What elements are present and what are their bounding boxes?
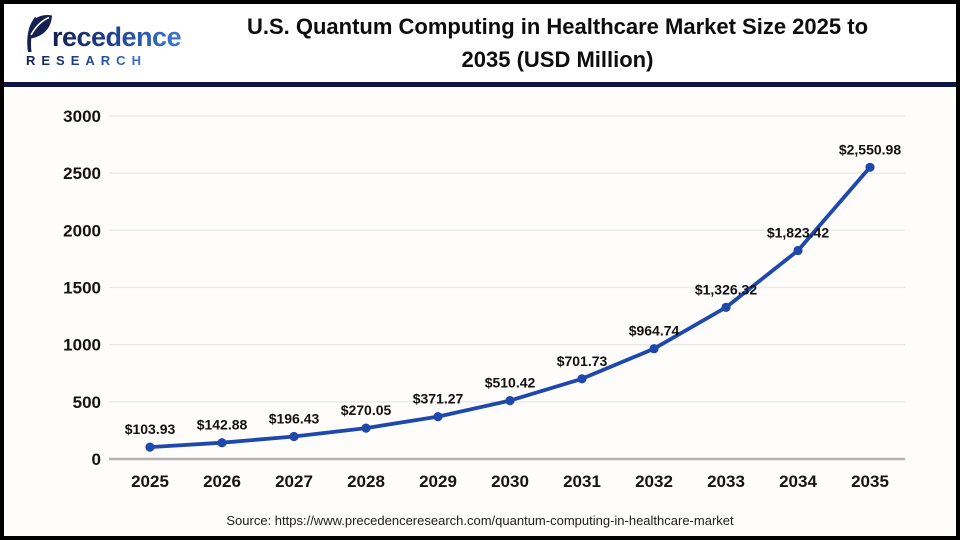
x-axis-tick-label: 2032 bbox=[635, 472, 673, 491]
x-axis-tick-label: 2025 bbox=[131, 472, 169, 491]
precedence-research-logo-icon: recedence RESEARCH bbox=[26, 14, 182, 68]
logo-brand-text: recedence bbox=[52, 22, 182, 52]
data-point-label: $2,550.98 bbox=[839, 141, 901, 157]
x-axis-tick-label: 2029 bbox=[419, 472, 457, 491]
brand-logo: recedence RESEARCH bbox=[4, 12, 189, 75]
header-divider-rule bbox=[4, 82, 956, 87]
data-point-label: $103.93 bbox=[125, 421, 176, 437]
chart-title-line2: 2035 (USD Million) bbox=[461, 47, 654, 72]
data-point bbox=[793, 245, 803, 256]
x-axis-tick-label: 2027 bbox=[275, 472, 313, 491]
x-axis-tick-label: 2028 bbox=[347, 472, 385, 491]
data-point bbox=[721, 302, 731, 312]
data-point-label: $371.27 bbox=[413, 391, 464, 407]
y-axis-tick-label: 1500 bbox=[63, 279, 101, 298]
data-point bbox=[649, 344, 659, 354]
data-point bbox=[865, 162, 875, 172]
y-axis-tick-label: 1000 bbox=[63, 336, 101, 355]
x-axis-tick-label: 2031 bbox=[563, 472, 601, 491]
data-point-label: $196.43 bbox=[269, 411, 320, 427]
x-axis-tick-label: 2035 bbox=[851, 472, 889, 491]
data-point bbox=[217, 438, 227, 448]
data-point bbox=[505, 396, 515, 406]
data-point bbox=[361, 423, 371, 433]
x-axis-tick-label: 2033 bbox=[707, 472, 745, 491]
data-point bbox=[145, 442, 155, 452]
x-axis-tick-label: 2030 bbox=[491, 472, 529, 491]
data-point-label: $142.88 bbox=[197, 417, 248, 433]
x-axis-tick-label: 2034 bbox=[779, 472, 817, 491]
data-point-label: $701.73 bbox=[557, 353, 608, 369]
chart-title-line1: U.S. Quantum Computing in Healthcare Mar… bbox=[246, 14, 869, 39]
line-chart-svg: 0 500 1000 1500 2000 2500 3000 $103.93 2025 $142.… bbox=[63, 107, 905, 491]
chart-plot-area: 0 500 1000 1500 2000 2500 3000 $103.93 2025 $142.… bbox=[4, 87, 956, 517]
x-axis-tick-label: 2026 bbox=[203, 472, 241, 491]
y-axis-tick-label: 3000 bbox=[63, 107, 101, 126]
y-axis-tick-label: 500 bbox=[73, 393, 101, 412]
y-axis-tick-label: 2500 bbox=[63, 164, 101, 183]
data-point bbox=[577, 374, 587, 384]
chart-title: U.S. Quantum Computing in Healthcare Mar… bbox=[189, 10, 956, 76]
y-axis-tick-label: 2000 bbox=[63, 221, 101, 240]
source-text: Source: https://www.precedenceresearch.c… bbox=[226, 513, 734, 528]
header: recedence RESEARCH U.S. Quantum Computin… bbox=[4, 4, 956, 82]
logo-sub-text: RESEARCH bbox=[26, 53, 147, 68]
data-point-label: $510.42 bbox=[485, 375, 536, 391]
data-point bbox=[433, 412, 443, 422]
data-point-label: $1,326.32 bbox=[695, 281, 757, 297]
leaf-p-icon bbox=[27, 14, 52, 52]
data-point bbox=[289, 431, 299, 442]
data-point-label: $964.74 bbox=[629, 323, 680, 339]
data-point-label: $270.05 bbox=[341, 402, 392, 418]
y-axis-tick-label: 0 bbox=[92, 450, 101, 469]
data-point-label: $1,823.42 bbox=[767, 225, 829, 241]
